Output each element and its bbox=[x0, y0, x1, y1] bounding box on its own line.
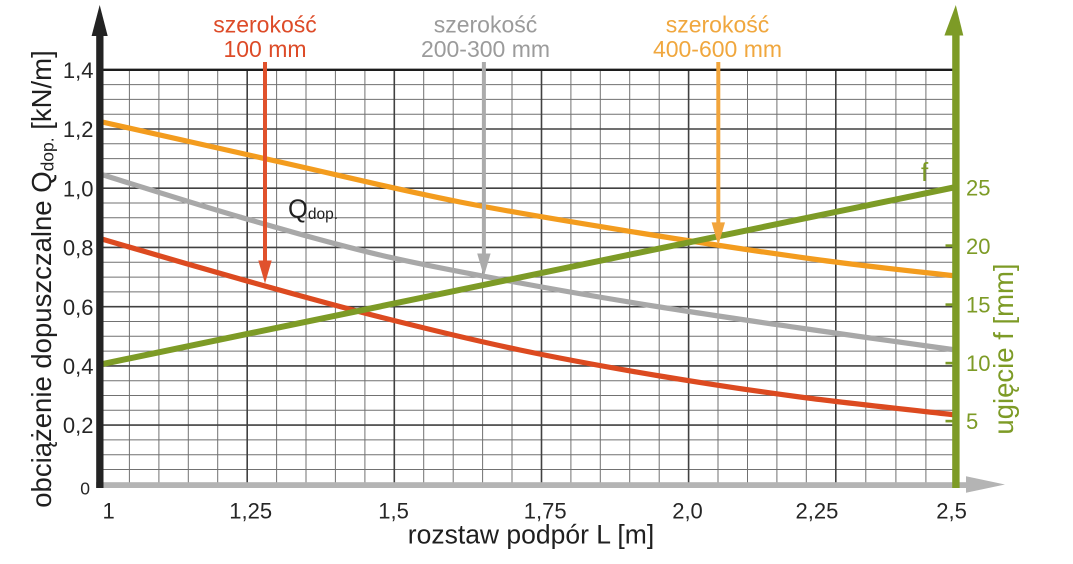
svg-text:0,4: 0,4 bbox=[63, 354, 94, 379]
svg-text:0,8: 0,8 bbox=[63, 236, 94, 261]
svg-text:szerokość: szerokość bbox=[666, 12, 770, 38]
svg-text:1,0: 1,0 bbox=[63, 176, 94, 201]
svg-text:obciążenie dopuszczalne Qdop.: obciążenie dopuszczalne Qdop. [kN/m] bbox=[26, 50, 58, 507]
svg-text:200-300 mm: 200-300 mm bbox=[421, 36, 550, 62]
svg-text:1,25: 1,25 bbox=[229, 499, 272, 524]
svg-text:1,75: 1,75 bbox=[524, 499, 567, 524]
svg-text:5: 5 bbox=[966, 409, 978, 434]
svg-text:2,25: 2,25 bbox=[795, 499, 838, 524]
svg-text:15: 15 bbox=[966, 292, 990, 317]
svg-text:0,2: 0,2 bbox=[63, 413, 94, 438]
svg-text:szerokość: szerokość bbox=[434, 12, 538, 38]
svg-text:ugięcie f [mm]: ugięcie f [mm] bbox=[988, 263, 1019, 434]
svg-text:100 mm: 100 mm bbox=[223, 36, 306, 62]
svg-text:0: 0 bbox=[80, 479, 90, 499]
svg-text:10: 10 bbox=[966, 351, 990, 376]
svg-text:2,0: 2,0 bbox=[672, 499, 703, 524]
svg-text:0,6: 0,6 bbox=[63, 295, 94, 320]
svg-text:1,2: 1,2 bbox=[63, 117, 94, 142]
svg-text:2,5: 2,5 bbox=[936, 499, 967, 524]
svg-text:400-600 mm: 400-600 mm bbox=[653, 36, 782, 62]
svg-text:szerokość: szerokość bbox=[213, 12, 317, 38]
svg-text:rozstaw podpór L [m]: rozstaw podpór L [m] bbox=[408, 520, 654, 550]
svg-text:20: 20 bbox=[966, 234, 990, 259]
svg-text:1,4: 1,4 bbox=[63, 58, 94, 83]
svg-text:f: f bbox=[921, 157, 929, 187]
svg-text:1: 1 bbox=[102, 499, 114, 524]
svg-text:25: 25 bbox=[966, 176, 990, 201]
svg-text:1,5: 1,5 bbox=[378, 499, 409, 524]
